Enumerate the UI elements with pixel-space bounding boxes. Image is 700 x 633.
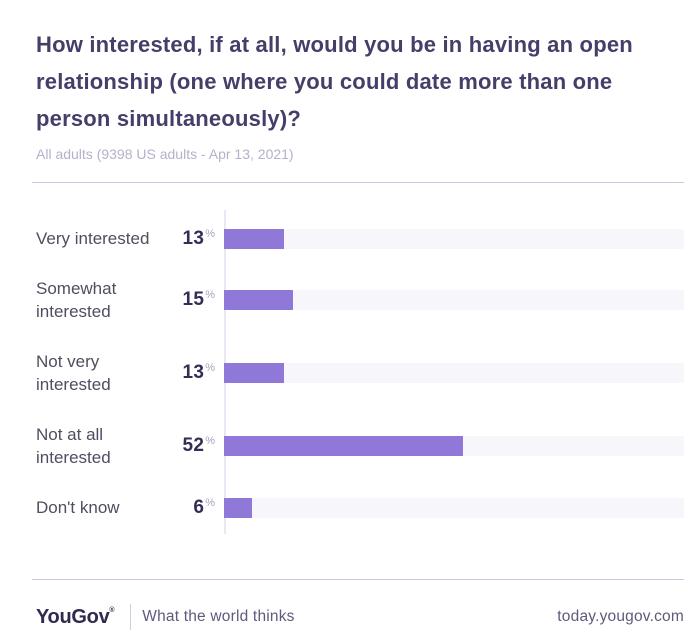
value-number: 13 — [182, 362, 205, 383]
value-number: 52 — [182, 435, 205, 456]
category-label: Very interested — [36, 229, 150, 248]
bar — [224, 497, 252, 518]
category-label: Somewhat interested — [36, 279, 117, 321]
bar-row: Don't know 6% — [32, 496, 684, 519]
category-label: Not at all interested — [36, 425, 111, 467]
bar-row: Very interested 13% — [32, 227, 684, 250]
horizontal-bar-chart: Very interested 13% Somewhat interested … — [32, 183, 684, 560]
bar-track — [224, 436, 684, 456]
sample-subtitle: All adults (9398 US adults - Apr 13, 202… — [36, 146, 294, 162]
value-number: 15 — [182, 289, 205, 310]
value-number: 13 — [182, 227, 205, 249]
percent-sign: % — [205, 227, 215, 240]
footer-tagline: What the world thinks — [142, 608, 295, 625]
bar-row: Not at all interested 52% — [32, 423, 684, 469]
bar-row: Somewhat interested 15% — [32, 277, 684, 323]
value-label: 52% — [162, 435, 224, 457]
bar-track — [224, 363, 684, 383]
footer-vertical-divider — [130, 604, 132, 630]
value-label: 6% — [162, 497, 224, 519]
value-label: 15% — [162, 289, 224, 311]
percent-sign: % — [205, 496, 215, 509]
value-number: 6 — [193, 496, 205, 518]
percent-sign: % — [205, 435, 215, 447]
bar — [224, 228, 284, 249]
bar-track — [224, 497, 684, 518]
registered-mark: ® — [109, 606, 115, 614]
yougov-logo-text: YouGov — [36, 605, 110, 628]
top-divider — [32, 182, 684, 183]
page-title: How interested, if at all, would you be … — [36, 32, 633, 131]
value-label: 13% — [162, 362, 224, 384]
bar-track — [224, 290, 684, 310]
footer: YouGov® What the world thinks today.youg… — [32, 601, 684, 633]
value-label: 13% — [162, 228, 224, 250]
bar-track — [224, 228, 684, 249]
percent-sign: % — [205, 362, 215, 374]
category-label: Not very interested — [36, 352, 111, 394]
footer-url: today.yougov.com — [557, 608, 684, 625]
bar — [224, 436, 464, 456]
yougov-logo: YouGov® — [36, 605, 115, 629]
bottom-divider — [32, 579, 684, 580]
percent-sign: % — [205, 289, 215, 301]
bar — [224, 290, 293, 310]
bar-row: Not very interested 13% — [32, 350, 684, 396]
bar — [224, 363, 284, 383]
category-label: Don't know — [36, 498, 120, 517]
